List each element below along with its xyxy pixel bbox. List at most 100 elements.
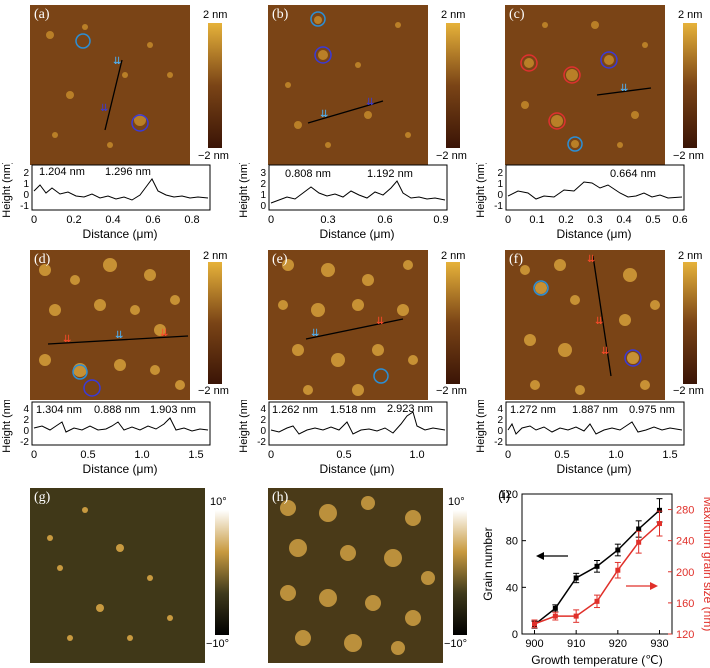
panel-label: (h) [272, 490, 289, 505]
data-point [552, 605, 558, 611]
panel-label: (i) [498, 487, 510, 503]
profile-annotation: 1.296 nm [105, 166, 151, 178]
svg-text:0.3: 0.3 [587, 214, 602, 226]
x-tick-label: 910 [567, 638, 585, 650]
afm-image-b: ⇊ ⇊ (b) [268, 5, 428, 165]
svg-text:2: 2 [497, 415, 503, 426]
colorbar-phase [215, 510, 229, 635]
y2-axis-label: Maximum grain size (nm) [701, 497, 710, 632]
svg-text:0.5: 0.5 [80, 449, 95, 461]
panel-label: (g) [34, 490, 51, 505]
svg-text:0: 0 [268, 214, 274, 226]
svg-text:4: 4 [23, 404, 29, 415]
grain-marker-circle [314, 46, 332, 64]
afm-image-f: ⇊ ⇊ ⇊ (f) [505, 250, 665, 400]
y2-tick-label: 160 [676, 598, 694, 610]
svg-text:1: 1 [23, 179, 29, 190]
afm-image-d: ⇊ ⇊ ⇊ (d) [30, 250, 190, 400]
colorbar-bottom-label: −2 nm [673, 385, 704, 397]
y-tick-label: 0 [512, 629, 518, 641]
profile-annotation: 2.923 nm [387, 403, 433, 415]
svg-text:⇊: ⇊ [100, 103, 108, 114]
grain-marker-circle [131, 114, 149, 132]
svg-text:⇊: ⇊ [115, 330, 123, 341]
colorbar-height [208, 23, 222, 148]
profile-annotation: 1.262 nm [272, 404, 318, 416]
profile-line [104, 59, 123, 131]
colorbar-top-label: 2 nm [441, 250, 466, 262]
grain-marker-circle [600, 51, 618, 69]
svg-text:4: 4 [497, 404, 503, 415]
grain-marker-circle [520, 54, 538, 72]
x-axis-label: Distance (μm) [557, 227, 632, 241]
svg-text:0: 0 [23, 426, 29, 437]
svg-text:0.4: 0.4 [616, 214, 631, 226]
svg-text:2: 2 [23, 168, 29, 179]
colorbar-height [446, 262, 460, 384]
svg-text:0.4: 0.4 [105, 214, 120, 226]
svg-text:4: 4 [260, 404, 266, 415]
svg-text:1: 1 [260, 190, 266, 201]
panel-label: (d) [34, 252, 51, 267]
grain-marker-circle [533, 280, 549, 296]
svg-text:0.8: 0.8 [184, 214, 199, 226]
panel-a: ⇊ ⇊ (a) 2 nm −2 nm [30, 5, 230, 165]
profile-annotation: 1.903 nm [150, 404, 196, 416]
colorbar-height [446, 23, 460, 148]
panel-g: (g) 10° −10° [30, 488, 240, 663]
svg-text:0.2: 0.2 [66, 214, 81, 226]
svg-text:1.0: 1.0 [409, 449, 424, 461]
svg-text:0.9: 0.9 [433, 214, 448, 226]
data-point [615, 547, 621, 553]
grain-marker-circle [75, 33, 91, 49]
colorbar-bottom-label: −2 nm [198, 385, 229, 397]
svg-text:⇊: ⇊ [620, 83, 628, 94]
panel-b: ⇊ ⇊ (b) 2 nm −2 nm [268, 5, 473, 165]
svg-text:0: 0 [260, 426, 266, 437]
panel-h: (h) 10° −10° [268, 488, 478, 663]
svg-text:0: 0 [260, 201, 266, 212]
x-axis-label: Distance (μm) [83, 462, 158, 476]
y2-tick-label: 240 [676, 536, 694, 548]
data-point [615, 567, 621, 573]
afm-image-e: ⇊ ⇊ (e) [268, 250, 428, 400]
colorbar-height [683, 262, 697, 384]
data-point [657, 521, 662, 527]
grain-marker-circle [83, 379, 101, 397]
svg-text:0.6: 0.6 [145, 214, 160, 226]
y-axis-label: Height (nm) [238, 400, 250, 453]
y-axis-label: Height (nm) [475, 163, 487, 218]
y-axis-label: Grain number [481, 527, 495, 600]
panel-label: (e) [272, 252, 288, 267]
grain-marker-circle [310, 11, 326, 27]
svg-text:0: 0 [268, 449, 274, 461]
panel-f: ⇊ ⇊ ⇊ (f) 2 nm −2 nm [505, 250, 710, 402]
profile-annotation: 1.204 nm [39, 166, 85, 178]
x-axis-label: Distance (μm) [320, 227, 395, 241]
svg-text:0: 0 [505, 449, 511, 461]
height-profile-a: 1.204 nm 1.296 nm 210-1 0 0.2 0.4 0.6 0.8 Di… [1, 163, 211, 241]
svg-text:1.5: 1.5 [662, 449, 677, 461]
x-axis-label: Distance (μm) [320, 462, 395, 476]
height-profile-e: 1.262 nm 1.518 nm 2.923 nm 420-2 0 0.5 1.0… [238, 400, 448, 476]
svg-text:2: 2 [23, 415, 29, 426]
x-tick-label: 930 [650, 638, 668, 650]
profile-line [305, 318, 404, 340]
profile-line [47, 335, 189, 345]
profile-annotation: 1.192 nm [367, 168, 413, 180]
colorbar-top-label: 10° [210, 496, 227, 508]
colorbar-phase [453, 510, 467, 635]
y-axis-label: Height (nm) [1, 400, 13, 453]
profile-line [596, 87, 652, 96]
svg-text:1.5: 1.5 [188, 449, 203, 461]
svg-text:⇊: ⇊ [587, 254, 595, 265]
panel-c: ⇊ (c) 2 nm −2 nm [505, 5, 710, 165]
profile-annotation: 1.887 nm [572, 404, 618, 416]
colorbar-bottom-label: −10° [206, 638, 230, 650]
svg-text:-2: -2 [20, 437, 29, 448]
svg-text:0: 0 [497, 190, 503, 201]
data-point [594, 563, 600, 569]
profile-line [307, 100, 384, 124]
height-profile-c: 0.664 nm 210-1 0 0.1 0.2 0.3 0.4 0.5 0.6 Dista… [475, 163, 688, 241]
